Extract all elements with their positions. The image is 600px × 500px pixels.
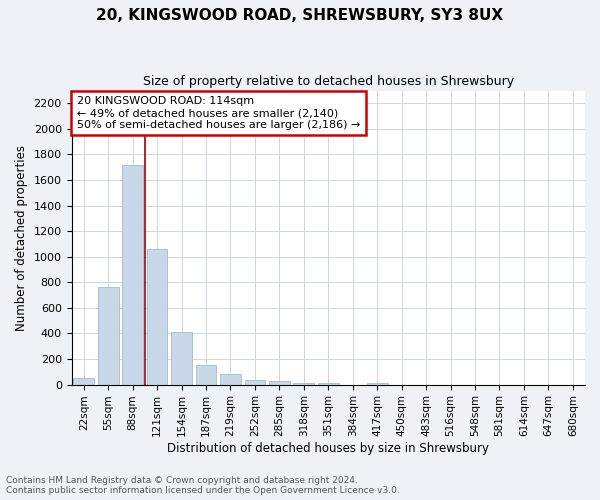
Text: Contains HM Land Registry data © Crown copyright and database right 2024.
Contai: Contains HM Land Registry data © Crown c… <box>6 476 400 495</box>
Text: 20, KINGSWOOD ROAD, SHREWSBURY, SY3 8UX: 20, KINGSWOOD ROAD, SHREWSBURY, SY3 8UX <box>97 8 503 22</box>
Bar <box>98 288 119 384</box>
Bar <box>73 378 94 384</box>
Bar <box>293 382 314 384</box>
Bar <box>122 164 143 384</box>
Bar <box>318 382 338 384</box>
Y-axis label: Number of detached properties: Number of detached properties <box>15 144 28 330</box>
Bar <box>220 374 241 384</box>
Bar <box>147 249 167 384</box>
Bar <box>245 380 265 384</box>
Text: 20 KINGSWOOD ROAD: 114sqm
← 49% of detached houses are smaller (2,140)
50% of se: 20 KINGSWOOD ROAD: 114sqm ← 49% of detac… <box>77 96 360 130</box>
Bar <box>171 332 192 384</box>
Title: Size of property relative to detached houses in Shrewsbury: Size of property relative to detached ho… <box>143 75 514 88</box>
Bar <box>269 382 290 384</box>
X-axis label: Distribution of detached houses by size in Shrewsbury: Distribution of detached houses by size … <box>167 442 489 455</box>
Bar <box>367 382 388 384</box>
Bar <box>196 365 217 384</box>
